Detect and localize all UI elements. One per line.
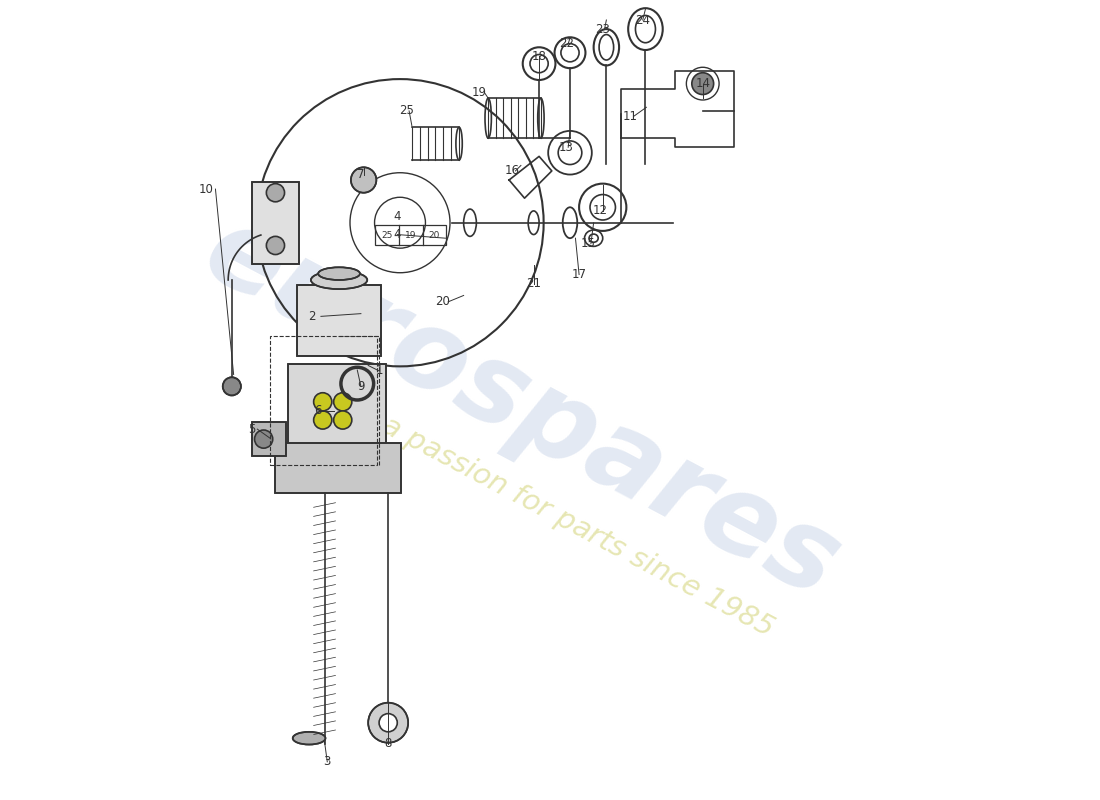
Text: 18: 18 xyxy=(531,50,547,63)
Bar xyxy=(297,286,381,356)
Bar xyxy=(252,182,299,264)
Text: 11: 11 xyxy=(623,110,638,123)
Bar xyxy=(275,442,400,493)
Circle shape xyxy=(314,393,332,411)
Text: 24: 24 xyxy=(635,14,650,26)
Text: 4: 4 xyxy=(394,228,402,241)
Text: a passion for parts since 1985: a passion for parts since 1985 xyxy=(376,412,778,643)
Text: 19: 19 xyxy=(405,231,417,240)
Text: 12: 12 xyxy=(593,205,607,218)
Text: 25: 25 xyxy=(382,231,393,240)
Text: 1: 1 xyxy=(375,365,383,378)
Circle shape xyxy=(333,393,352,411)
Text: 20: 20 xyxy=(429,231,440,240)
Circle shape xyxy=(266,184,285,202)
Text: 13: 13 xyxy=(559,141,574,154)
Text: 6: 6 xyxy=(315,405,322,418)
Text: 2: 2 xyxy=(308,310,316,323)
Text: 25: 25 xyxy=(399,105,414,118)
Ellipse shape xyxy=(318,267,360,280)
Text: 22: 22 xyxy=(559,37,574,50)
Bar xyxy=(297,286,381,356)
Circle shape xyxy=(368,702,408,742)
Text: 10: 10 xyxy=(199,182,213,195)
Circle shape xyxy=(254,430,273,448)
Bar xyxy=(252,422,286,456)
Text: 19: 19 xyxy=(472,86,486,99)
Bar xyxy=(252,182,299,264)
Text: 7: 7 xyxy=(358,168,365,181)
Text: 15: 15 xyxy=(581,237,595,250)
Circle shape xyxy=(314,411,332,429)
Text: 20: 20 xyxy=(436,295,450,308)
Circle shape xyxy=(351,167,376,193)
Text: 17: 17 xyxy=(572,268,586,281)
Text: 3: 3 xyxy=(323,755,331,768)
Text: 21: 21 xyxy=(526,277,541,290)
Ellipse shape xyxy=(311,271,367,289)
Text: 16: 16 xyxy=(504,165,519,178)
Text: 4: 4 xyxy=(394,210,402,223)
Circle shape xyxy=(379,714,397,732)
Ellipse shape xyxy=(293,732,326,745)
Circle shape xyxy=(266,236,285,254)
Text: 8: 8 xyxy=(385,737,392,750)
Text: eurospares: eurospares xyxy=(187,197,858,622)
Bar xyxy=(288,364,386,447)
Text: 9: 9 xyxy=(358,380,365,393)
Bar xyxy=(270,336,377,466)
Text: 23: 23 xyxy=(595,22,610,35)
Bar xyxy=(375,226,447,246)
Bar xyxy=(252,422,286,456)
Bar xyxy=(288,364,386,447)
Circle shape xyxy=(333,411,352,429)
Circle shape xyxy=(222,378,241,395)
Bar xyxy=(275,442,400,493)
Circle shape xyxy=(692,73,714,94)
Text: 5: 5 xyxy=(249,422,255,435)
Text: 14: 14 xyxy=(695,77,711,90)
